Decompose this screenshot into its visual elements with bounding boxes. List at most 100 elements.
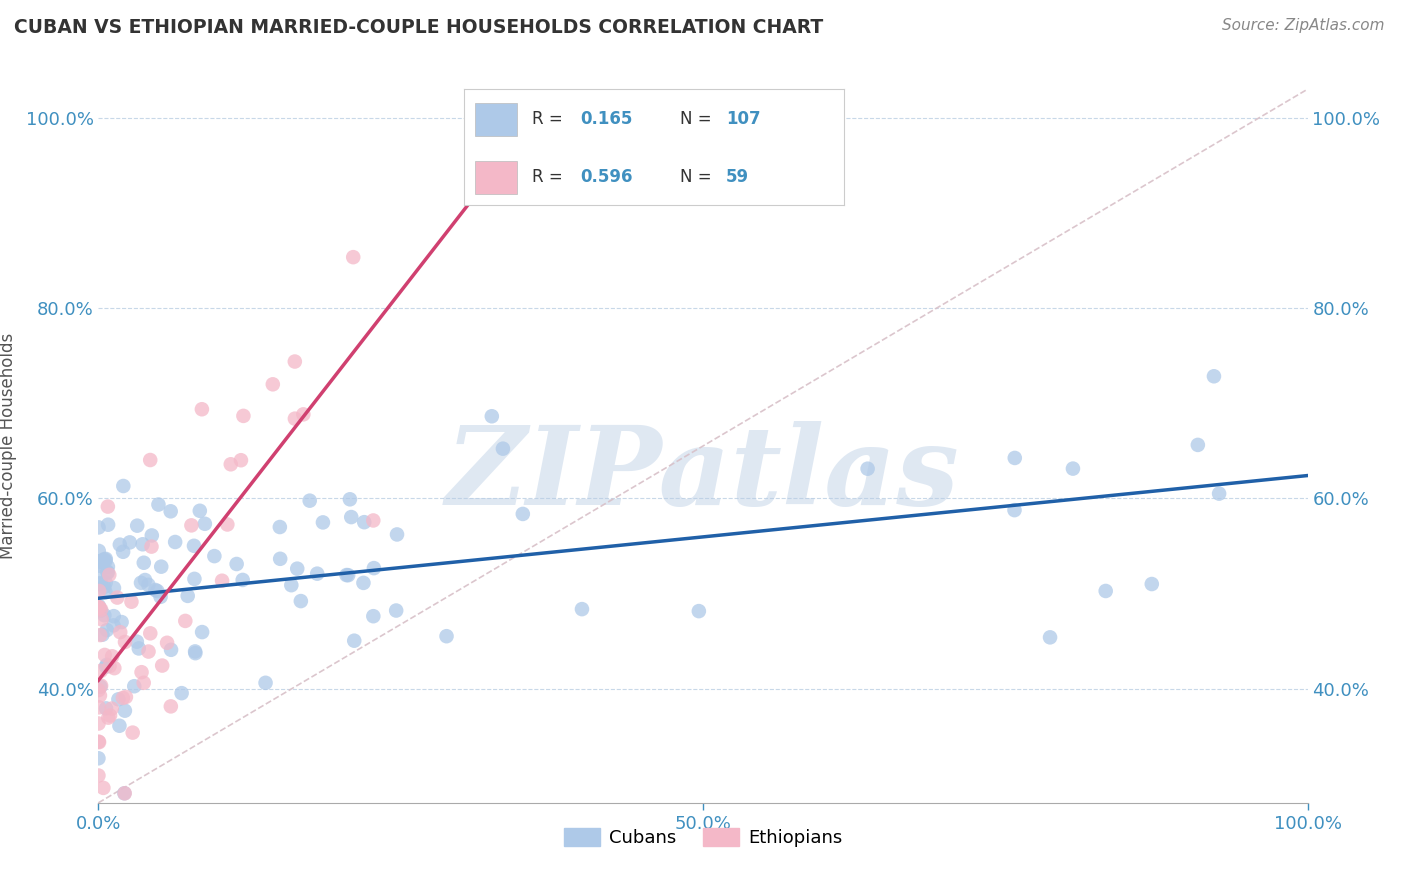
- Point: [87, 520, 110, 534]
- Point: [94, 554, 117, 568]
- Point: [90, 679, 112, 693]
- Point: [90, 602, 112, 616]
- Point: [87, 735, 110, 749]
- Point: [87, 554, 110, 568]
- Point: [184, 644, 207, 658]
- Point: [217, 517, 239, 532]
- Text: ZIPatlas: ZIPatlas: [446, 421, 960, 528]
- Point: [262, 377, 284, 392]
- Point: [139, 453, 162, 467]
- Point: [103, 618, 125, 632]
- Point: [188, 504, 211, 518]
- Point: [97, 517, 120, 532]
- Text: N =: N =: [681, 110, 717, 128]
- Point: [141, 540, 163, 554]
- Point: [1202, 369, 1225, 384]
- Point: [107, 692, 129, 706]
- Text: N =: N =: [681, 168, 717, 186]
- Point: [339, 492, 361, 507]
- Point: [512, 507, 534, 521]
- Point: [112, 479, 135, 493]
- Point: [100, 701, 122, 715]
- Point: [1140, 577, 1163, 591]
- Text: 0.165: 0.165: [579, 110, 633, 128]
- Point: [571, 602, 593, 616]
- Point: [111, 690, 134, 705]
- Point: [352, 575, 374, 590]
- Point: [87, 584, 110, 599]
- Point: [94, 701, 117, 715]
- Point: [492, 442, 515, 456]
- Point: [108, 538, 131, 552]
- Point: [180, 518, 202, 533]
- Point: [115, 690, 138, 704]
- Point: [103, 661, 125, 675]
- Point: [361, 513, 384, 527]
- Point: [343, 633, 366, 648]
- Text: R =: R =: [533, 110, 568, 128]
- Point: [97, 559, 120, 574]
- Point: [112, 786, 135, 800]
- Point: [284, 411, 307, 425]
- Point: [94, 585, 117, 599]
- Point: [122, 679, 145, 693]
- Point: [211, 574, 233, 588]
- Point: [159, 504, 181, 518]
- Point: [87, 700, 110, 714]
- Point: [1062, 461, 1084, 475]
- Point: [93, 648, 115, 662]
- Point: [96, 565, 118, 579]
- Point: [131, 537, 153, 551]
- Point: [96, 657, 118, 672]
- Point: [87, 600, 110, 615]
- Point: [149, 590, 172, 604]
- Point: [1039, 631, 1062, 645]
- Point: [254, 675, 277, 690]
- Point: [90, 664, 112, 678]
- Point: [114, 635, 136, 649]
- Point: [87, 544, 110, 558]
- Point: [183, 539, 205, 553]
- Point: [138, 578, 160, 592]
- Bar: [475, 103, 517, 136]
- Point: [280, 578, 302, 592]
- Point: [284, 354, 307, 368]
- Point: [131, 665, 153, 680]
- Point: [1208, 486, 1230, 500]
- Point: [89, 566, 111, 580]
- Point: [90, 612, 112, 626]
- Point: [148, 498, 170, 512]
- Point: [128, 641, 150, 656]
- Point: [98, 659, 121, 673]
- Point: [385, 527, 408, 541]
- Point: [105, 591, 128, 605]
- Point: [87, 768, 110, 782]
- Text: 0.596: 0.596: [579, 168, 633, 186]
- Point: [93, 608, 115, 623]
- Point: [1094, 584, 1116, 599]
- Point: [232, 573, 254, 587]
- Point: [112, 545, 135, 559]
- Point: [110, 625, 132, 640]
- Point: [174, 614, 197, 628]
- Point: [121, 725, 143, 739]
- Text: 59: 59: [725, 168, 749, 186]
- Point: [89, 576, 111, 591]
- Point: [118, 535, 141, 549]
- Point: [132, 556, 155, 570]
- Point: [385, 603, 408, 617]
- Point: [202, 549, 225, 563]
- Point: [108, 719, 131, 733]
- Text: CUBAN VS ETHIOPIAN MARRIED-COUPLE HOUSEHOLDS CORRELATION CHART: CUBAN VS ETHIOPIAN MARRIED-COUPLE HOUSEH…: [14, 18, 824, 37]
- Point: [1004, 450, 1026, 465]
- Point: [138, 644, 160, 658]
- Point: [219, 457, 242, 471]
- Text: R =: R =: [533, 168, 568, 186]
- Point: [91, 628, 114, 642]
- Point: [101, 649, 124, 664]
- Point: [225, 557, 247, 571]
- Point: [292, 408, 315, 422]
- Point: [363, 609, 385, 624]
- Point: [312, 516, 335, 530]
- Point: [98, 708, 121, 723]
